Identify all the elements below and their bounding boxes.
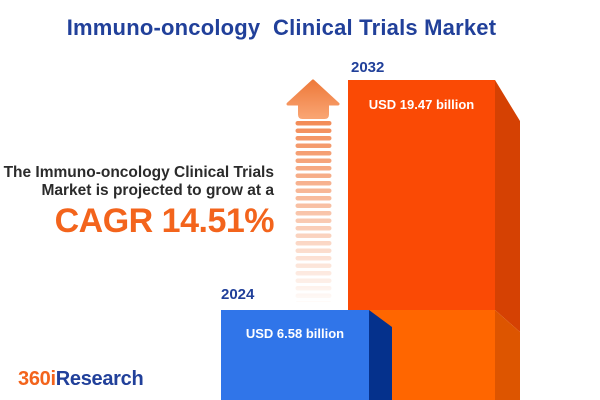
bar-2024-front — [221, 310, 369, 400]
arrow-head-icon — [286, 79, 340, 119]
bar-2032-side-upper — [495, 80, 520, 332]
arrow-stripes — [295, 121, 332, 302]
logo-part-research: Research — [55, 368, 144, 390]
bar-2032 — [348, 80, 520, 400]
cagr-text: CAGR 14.51% — [54, 202, 275, 240]
bar-2032-side-lower — [495, 310, 520, 400]
bar-2024-year-label: 2024 — [221, 286, 255, 303]
tagline-block: The Immuno-oncology Clinical Trials Mark… — [0, 164, 275, 240]
tagline-line2: Market is projected to grow at a — [41, 182, 274, 199]
bar-2024-side — [369, 310, 392, 400]
logo-360iresearch: 360iResearch — [18, 368, 144, 391]
tagline-line1: The Immuno-oncology Clinical Trials — [3, 164, 274, 181]
bar-2032-year-label: 2032 — [351, 59, 385, 76]
bar-2024 — [221, 310, 392, 400]
bar-2032-front-upper — [348, 80, 495, 310]
bar-2024-value-label: USD 6.58 billion — [245, 326, 345, 341]
logo-part-360i: 360i — [18, 368, 56, 390]
page-title: Immuno-oncology Clinical Trials Market — [66, 15, 497, 40]
growth-arrow-icon — [286, 79, 340, 302]
bar-2032-value-label: USD 19.47 billion — [368, 97, 475, 112]
